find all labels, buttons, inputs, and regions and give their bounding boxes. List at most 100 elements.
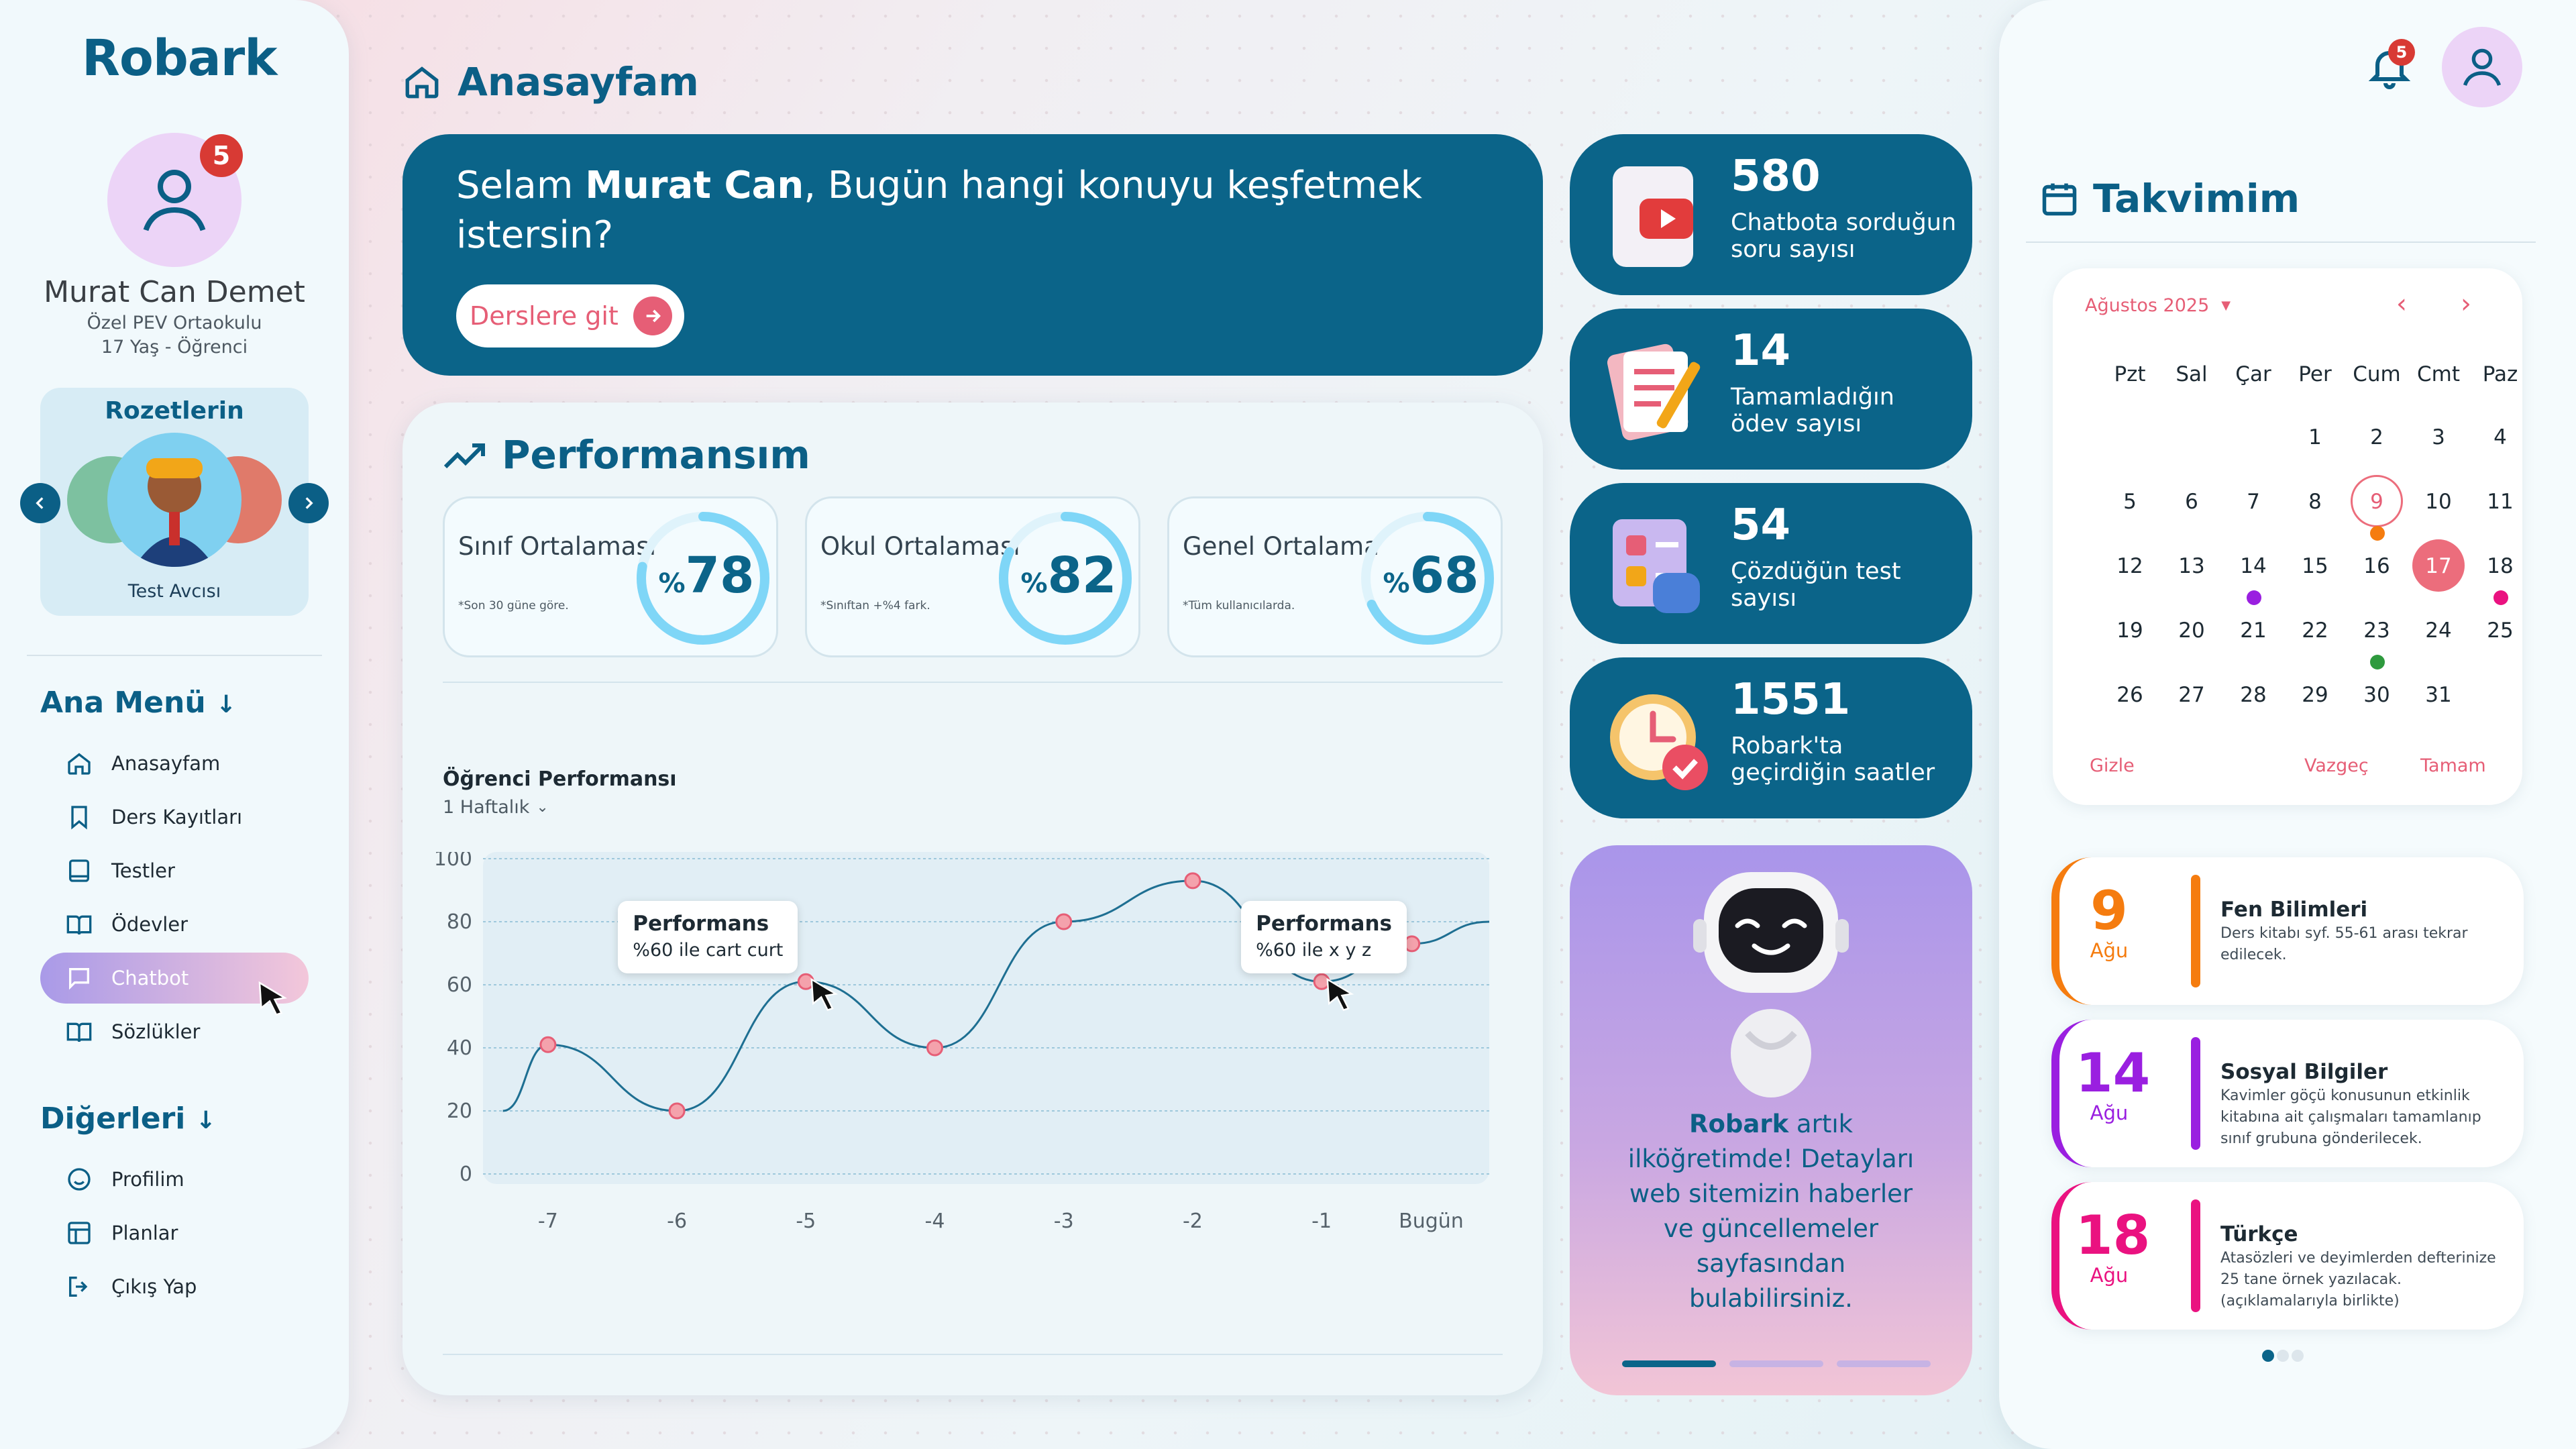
calendar-day[interactable]: 6 (2185, 490, 2198, 514)
others-header[interactable]: Diğerleri ↓ (40, 1102, 216, 1136)
main-menu-header[interactable]: Ana Menü ↓ (40, 686, 237, 720)
period-select[interactable]: 1 Haftalık ⌄ (443, 797, 549, 818)
others-item--k-yap[interactable]: Çıkış Yap (40, 1261, 309, 1312)
event-color-bar (2191, 1037, 2200, 1150)
calendar-day[interactable]: 30 (2363, 683, 2390, 707)
weekday-header: Cum (2353, 362, 2401, 386)
calendar-day[interactable]: 15 (2302, 554, 2328, 578)
promo-slide-indicator-2[interactable] (1729, 1360, 1823, 1367)
calendar-day[interactable]: 2 (2370, 425, 2383, 449)
promo-slide-indicator-3[interactable] (1837, 1360, 1931, 1367)
others-item-planlar[interactable]: Planlar (40, 1208, 309, 1258)
home-icon (68, 753, 91, 775)
calendar-day[interactable]: 10 (2425, 490, 2452, 514)
event-card-1[interactable]: 9 Ağu Fen Bilimleri Ders kitabı syf. 55-61 … (2051, 857, 2524, 1005)
stat-card-3[interactable]: 54 Çözdüğün test sayısı (1570, 483, 1972, 644)
events-page-dot-2[interactable] (2277, 1350, 2289, 1362)
x-tick-label: -2 (1183, 1210, 1203, 1233)
calendar-ok-button[interactable]: Tamam (2420, 755, 2486, 776)
gauge-title: Genel Ortalama (1183, 532, 1379, 561)
menu-item--devler[interactable]: Ödevler (40, 899, 309, 950)
calendar-day[interactable]: 11 (2487, 490, 2514, 514)
calendar-month-select[interactable]: Ağustos 2025 ▼ (2085, 295, 2231, 316)
badge-main[interactable] (107, 433, 241, 567)
calendar-day[interactable]: 25 (2487, 619, 2514, 643)
divider (2026, 241, 2536, 243)
calendar-day[interactable]: 19 (2116, 619, 2143, 643)
data-point[interactable] (926, 1039, 944, 1057)
calendar-day[interactable]: 29 (2302, 683, 2328, 707)
calendar-next-button[interactable]: › (2461, 288, 2471, 319)
data-point[interactable] (539, 1036, 557, 1053)
calendar-day[interactable]: 21 (2240, 619, 2267, 643)
calendar-day[interactable]: 17 (2425, 554, 2452, 578)
header-avatar[interactable] (2442, 27, 2522, 107)
badges-prev-button[interactable] (20, 483, 60, 523)
data-point[interactable] (1184, 872, 1201, 890)
calendar-day[interactable]: 1 (2308, 425, 2322, 449)
menu-item-s-zl-kler[interactable]: Sözlükler (40, 1006, 309, 1057)
calendar-day[interactable]: 4 (2493, 425, 2507, 449)
others-item-profilim[interactable]: Profilim (40, 1154, 309, 1205)
calendar-day[interactable]: 14 (2240, 554, 2267, 578)
calendar-day[interactable]: 26 (2116, 683, 2143, 707)
calendar-day[interactable]: 16 (2363, 554, 2390, 578)
go-to-lessons-button[interactable]: Derslere git (456, 284, 684, 347)
calendar-day[interactable]: 23 (2363, 619, 2390, 643)
y-tick-label: 60 (447, 973, 472, 997)
event-description: Kavimler göçü konusunun etkinlik kitabın… (2220, 1087, 2481, 1147)
chart-tooltip: Performans %60 ile cart curt (618, 901, 798, 974)
calendar-prev-button[interactable]: ‹ (2396, 288, 2407, 319)
data-point[interactable] (1055, 913, 1073, 930)
menu-item-label: Sözlükler (111, 1020, 201, 1043)
calendar-hide-button[interactable]: Gizle (2090, 755, 2135, 776)
calendar-day[interactable]: 7 (2247, 490, 2260, 514)
menu-item-anasayfam[interactable]: Anasayfam (40, 738, 309, 789)
calendar-day[interactable]: 3 (2432, 425, 2445, 449)
badge-character-icon (134, 458, 215, 567)
calendar-day[interactable]: 9 (2370, 490, 2383, 514)
calendar-day[interactable]: 8 (2308, 490, 2322, 514)
event-card-2[interactable]: 14 Ağu Sosyal Bilgiler Kavimler göçü konusu… (2051, 1020, 2524, 1167)
stat-card-1[interactable]: 580 Chatbota sorduğun soru sayısı (1570, 134, 1972, 295)
event-description: Ders kitabı syf. 55-61 arası tekrar edil… (2220, 925, 2468, 963)
calendar-title: Takvimim (2039, 176, 2300, 221)
calendar-cancel-button[interactable]: Vazgeç (2304, 755, 2369, 776)
events-page-dot-1[interactable] (2262, 1350, 2274, 1362)
calendar-day[interactable]: 20 (2178, 619, 2205, 643)
gauge-ring (999, 512, 1132, 645)
calendar-widget (2053, 268, 2522, 805)
calendar-day[interactable]: 22 (2302, 619, 2328, 643)
profile-school: Özel PEV Ortaokulu (87, 313, 262, 333)
calendar-day[interactable]: 27 (2178, 683, 2205, 707)
calendar-day[interactable]: 5 (2123, 490, 2137, 514)
app-logo[interactable]: Robark (82, 30, 277, 87)
event-day: 14 (2076, 1042, 2151, 1104)
stat-card-4[interactable]: 1551 Robark'ta geçirdiğin saatler (1570, 657, 1972, 818)
data-point[interactable] (668, 1102, 686, 1120)
profile-notification-badge: 5 (200, 134, 243, 177)
menu-item-testler[interactable]: Testler (40, 845, 309, 896)
badges-next-button[interactable] (288, 483, 329, 523)
bookmark-icon (71, 806, 87, 830)
event-dot (2247, 590, 2261, 605)
notification-button[interactable]: 5 (2365, 39, 2415, 94)
promo-slide-indicator-1[interactable] (1622, 1360, 1716, 1367)
calendar-day[interactable]: 12 (2116, 554, 2143, 578)
menu-item-label: Ders Kayıtları (111, 806, 243, 828)
calendar-day[interactable]: 13 (2178, 554, 2205, 578)
stat-value: 1551 (1731, 675, 1851, 724)
stat-card-2[interactable]: 14 Tamamladığın ödev sayısı (1570, 309, 1972, 470)
menu-item-ders-kay-tlar-[interactable]: Ders Kayıtları (40, 792, 309, 843)
clock-icon (1610, 694, 1708, 790)
badges-title: Rozetlerin (105, 397, 244, 425)
event-card-3[interactable]: 18 Ağu Türkçe Atasözleri ve deyimlerden def… (2051, 1182, 2524, 1330)
events-page-dot-3[interactable] (2292, 1350, 2304, 1362)
profile-info: 17 Yaş - Öğrenci (101, 337, 248, 358)
calendar-day[interactable]: 31 (2425, 683, 2452, 707)
calendar-day[interactable]: 18 (2487, 554, 2514, 578)
hero-greeting: Selam Murat Can, Bugün hangi konuyu keşf… (456, 164, 1423, 257)
test-icon (1613, 519, 1700, 613)
calendar-day[interactable]: 28 (2240, 683, 2267, 707)
calendar-day[interactable]: 24 (2425, 619, 2452, 643)
